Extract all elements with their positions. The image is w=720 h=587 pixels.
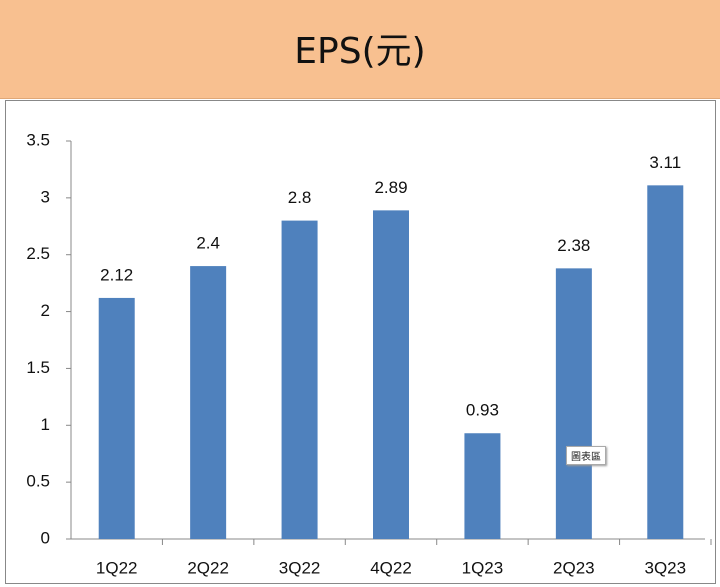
data-label: 2.8 <box>288 188 312 207</box>
y-tick-label: 2.5 <box>26 244 50 263</box>
data-label: 2.89 <box>374 178 407 197</box>
data-label: 2.12 <box>100 265 133 284</box>
bar <box>98 297 135 539</box>
x-tick-label: 3Q23 <box>644 558 686 577</box>
x-tick-label: 3Q22 <box>279 558 321 577</box>
y-tick-label: 2 <box>41 301 50 320</box>
bar <box>555 268 592 539</box>
bar <box>464 433 501 539</box>
tooltip: 圖表區 <box>566 446 606 465</box>
y-tick-label: 3 <box>41 187 50 206</box>
x-tick-label: 2Q23 <box>553 558 595 577</box>
bar <box>281 220 318 539</box>
data-label: 0.93 <box>466 401 499 420</box>
x-tick-label: 4Q22 <box>370 558 412 577</box>
chart-title: EPS(元) <box>294 31 426 72</box>
bar <box>647 185 684 539</box>
x-tick-label: 2Q22 <box>187 558 229 577</box>
y-tick-label: 3.5 <box>26 130 50 149</box>
x-tick-label: 1Q22 <box>96 558 138 577</box>
data-label: 2.4 <box>196 234 220 253</box>
y-tick-label: 1 <box>41 415 50 434</box>
data-label: 3.11 <box>649 153 681 172</box>
bar <box>373 210 409 539</box>
y-tick-label: 0 <box>41 528 50 547</box>
y-tick-label: 1.5 <box>26 358 50 377</box>
header: EPS(元) <box>0 0 720 99</box>
bar <box>190 266 227 539</box>
data-label: 2.38 <box>557 236 590 255</box>
x-tick-label: 1Q23 <box>462 558 504 577</box>
y-tick-label: 0.5 <box>26 472 50 491</box>
